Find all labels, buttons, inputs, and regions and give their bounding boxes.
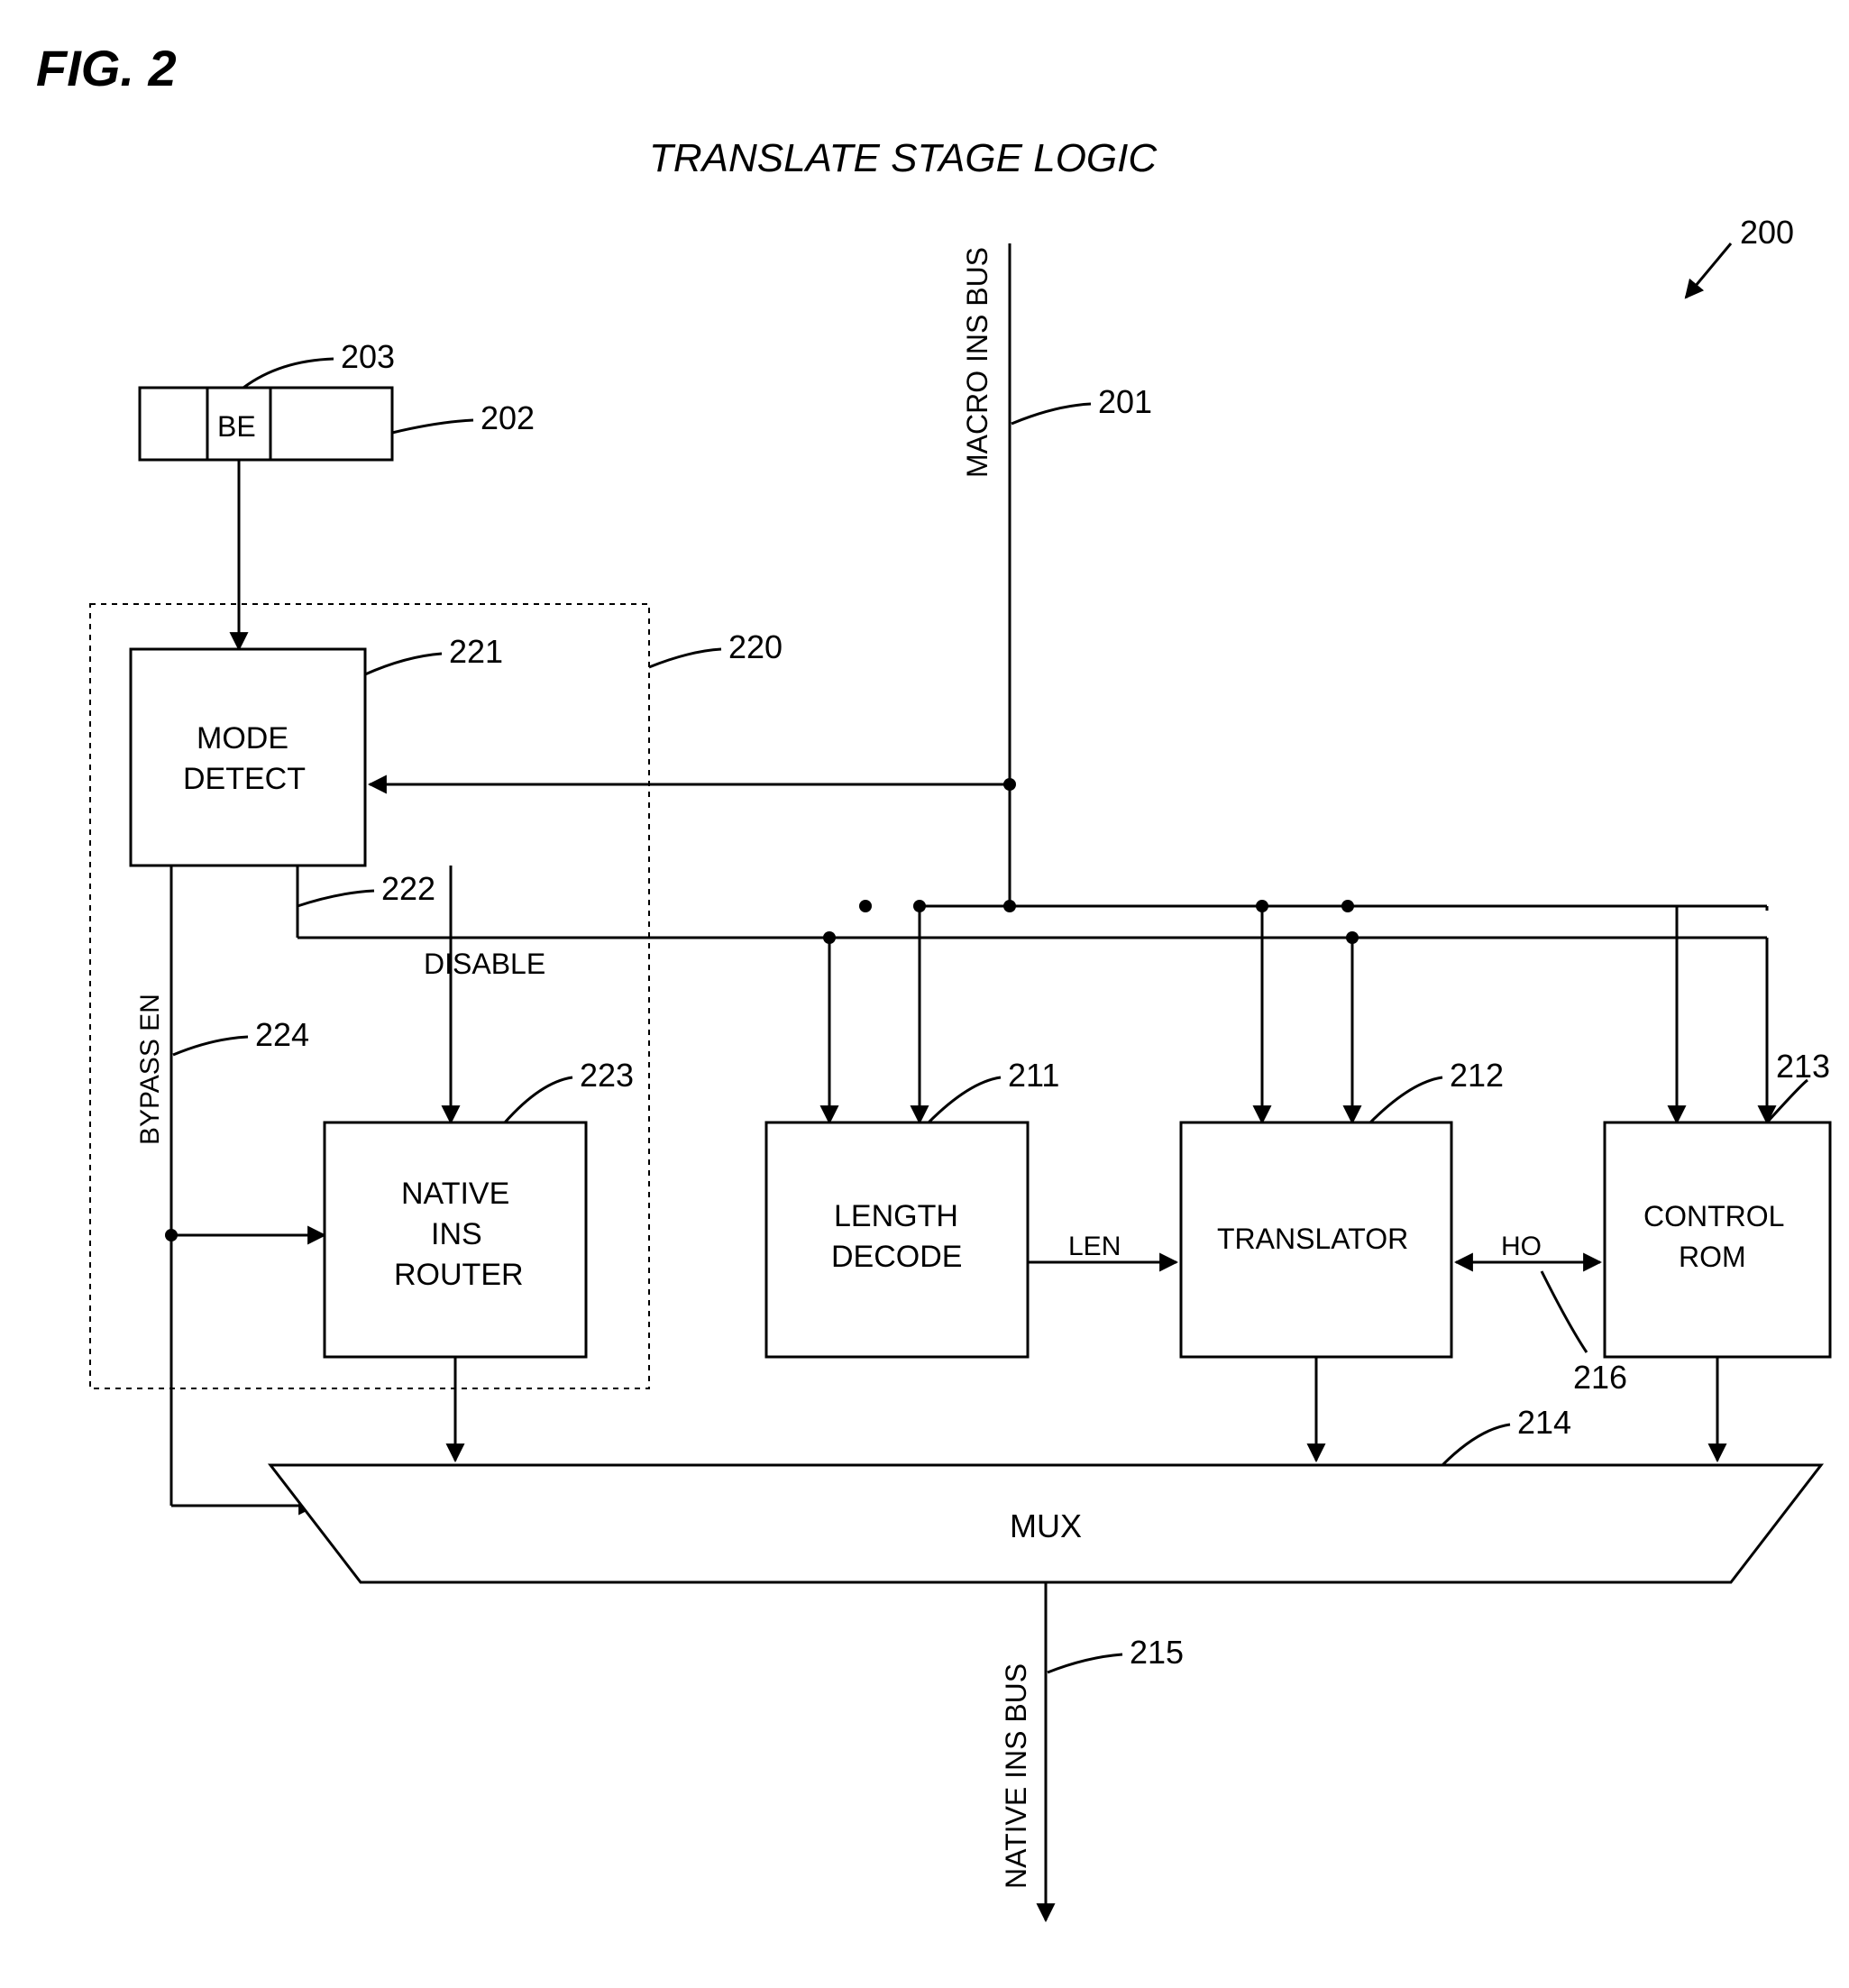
native-ins-bus-label: NATIVE INS BUS — [1000, 1663, 1032, 1889]
figure-title: TRANSLATE STAGE LOGIC — [649, 136, 1158, 180]
native-ins-router-block: NATIVE INS ROUTER 223 — [325, 1057, 634, 1357]
mode-detect-label2: DETECT — [183, 762, 306, 796]
translator-inputs — [1256, 900, 1359, 1122]
native-ins-bus-ref: 215 — [1130, 1634, 1184, 1671]
control-rom-block: CONTROL ROM 213 — [1605, 1048, 1830, 1357]
figure-ref: 200 — [1740, 214, 1794, 251]
figure-id: FIG. 2 — [36, 40, 177, 96]
bypass-en-wire: BYPASS EN 224 — [135, 866, 325, 1506]
macro-ins-bus-label: MACRO INS BUS — [961, 247, 993, 478]
ho-wire: HO 216 — [1456, 1232, 1627, 1396]
len-label: LEN — [1068, 1232, 1121, 1261]
wire-macro-to-mode — [370, 778, 1016, 791]
native-ins-bus: NATIVE INS BUS 215 — [1000, 1582, 1184, 1920]
length-decode-l1: LENGTH — [834, 1199, 958, 1233]
be-register: BE 203 202 — [140, 338, 535, 460]
mux-ref: 214 — [1517, 1404, 1571, 1441]
disable-label: DISABLE — [424, 948, 545, 980]
control-rom-ref: 213 — [1776, 1048, 1830, 1085]
be-register-inner-label: BE — [217, 410, 256, 443]
macro-ins-bus: MACRO INS BUS 201 — [961, 243, 1152, 906]
mode-detect-label1: MODE — [197, 721, 288, 756]
mode-detect-ref: 221 — [449, 633, 503, 670]
translator-ref: 212 — [1450, 1057, 1504, 1094]
length-decode-block: LENGTH DECODE 211 — [766, 1057, 1059, 1357]
bypass-en-ref: 224 — [255, 1016, 309, 1053]
disable-ref: 222 — [381, 870, 435, 907]
native-router-l1: NATIVE — [401, 1177, 509, 1211]
control-rom-l1: CONTROL — [1643, 1200, 1784, 1232]
length-decode-inputs — [823, 900, 1010, 1122]
macro-ins-bus-ref: 201 — [1098, 383, 1152, 420]
be-register-outer-ref: 202 — [481, 399, 535, 436]
bypass-en-label: BYPASS EN — [135, 994, 165, 1145]
mux-block: MUX 214 — [270, 1404, 1821, 1582]
mode-detect-block: MODE DETECT 221 — [131, 633, 503, 866]
control-rom-l2: ROM — [1679, 1241, 1746, 1273]
native-router-ref: 223 — [580, 1057, 634, 1094]
length-decode-ref: 211 — [1008, 1057, 1059, 1094]
native-router-l2: INS — [431, 1217, 482, 1251]
translator-l1: TRANSLATOR — [1217, 1223, 1408, 1255]
mux-label: MUX — [1010, 1507, 1082, 1544]
length-decode-l2: DECODE — [831, 1240, 962, 1274]
ho-ref: 216 — [1573, 1359, 1627, 1396]
disable-wire: DISABLE 222 — [297, 866, 1767, 980]
figure-ref-arrow: 200 — [1686, 214, 1794, 298]
dashed-group-ref: 220 — [728, 628, 783, 665]
len-wire: LEN — [1028, 1232, 1176, 1262]
translator-block: TRANSLATOR 212 — [1181, 1057, 1504, 1357]
be-register-inner-ref: 203 — [341, 338, 395, 375]
ho-label: HO — [1501, 1232, 1542, 1261]
native-router-l3: ROUTER — [394, 1258, 524, 1292]
